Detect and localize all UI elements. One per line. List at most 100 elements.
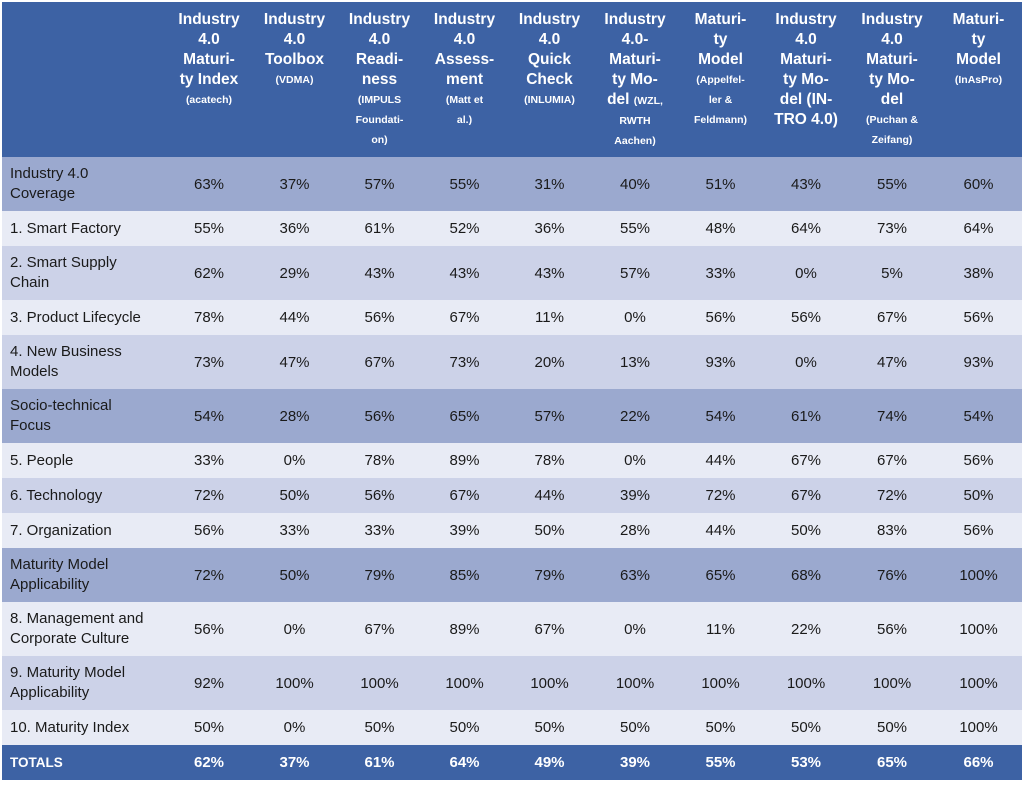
column-header-title-line: Industry bbox=[775, 11, 837, 28]
column-header-source-line: Aachen) bbox=[614, 135, 656, 147]
column-header-source-line: ler & bbox=[708, 94, 733, 106]
value-cell: 68% bbox=[763, 548, 849, 602]
column-header-source-line: (Matt et bbox=[445, 94, 484, 106]
value-cell: 100% bbox=[592, 656, 678, 710]
row-label: 2. Smart Supply Chain bbox=[2, 246, 166, 300]
column-header-title-line: 4.0 bbox=[198, 31, 220, 48]
value-cell: 38% bbox=[935, 246, 1022, 300]
value-cell: 93% bbox=[678, 335, 763, 389]
value-cell: 39% bbox=[592, 478, 678, 513]
column-header-source-line: (VDMA) bbox=[275, 74, 314, 86]
table-row: 6. Technology 72% 50% 56% 67% 44% 39% 72% 67% 72%… bbox=[2, 478, 1022, 513]
category-row: Maturity Model Applicability 72% 50% 79% 85% 7… bbox=[2, 548, 1022, 602]
value-cell: 44% bbox=[507, 478, 592, 513]
column-header: Industry 4.0 Assess-ment (Matt et al.) bbox=[422, 2, 507, 157]
row-label-line: 3. Product Lifecycle bbox=[10, 308, 141, 326]
value-cell: 52% bbox=[422, 211, 507, 246]
value-cell: 67% bbox=[422, 300, 507, 335]
row-label-line: 6. Technology bbox=[10, 486, 103, 504]
column-header: Industry 4.0 Maturi-ty Mo-del (Puchan & Zeif… bbox=[849, 2, 935, 157]
column-header-title-line: Industry bbox=[604, 11, 666, 28]
row-label-line: Socio-technical bbox=[10, 397, 112, 414]
value-cell: 100% bbox=[507, 656, 592, 710]
value-cell: 0% bbox=[592, 602, 678, 656]
value-cell: 33% bbox=[252, 513, 337, 548]
value-cell: 78% bbox=[507, 443, 592, 478]
value-cell: 50% bbox=[592, 710, 678, 745]
value-cell: 0% bbox=[252, 710, 337, 745]
value-cell: 100% bbox=[935, 548, 1022, 602]
value-cell: 47% bbox=[252, 335, 337, 389]
value-cell: 62% bbox=[166, 745, 252, 780]
value-cell: 54% bbox=[166, 389, 252, 443]
value-cell: 72% bbox=[849, 478, 935, 513]
value-cell: 0% bbox=[763, 335, 849, 389]
table-row: 10. Maturity Index 50% 0% 50% 50% 50% 50% 50% 50… bbox=[2, 710, 1022, 745]
value-cell: 73% bbox=[849, 211, 935, 246]
value-cell: 50% bbox=[422, 710, 507, 745]
value-cell: 40% bbox=[592, 157, 678, 211]
value-cell: 54% bbox=[935, 389, 1022, 443]
row-label: 8. Management and Corporate Culture bbox=[2, 602, 166, 656]
value-cell: 57% bbox=[592, 246, 678, 300]
column-header-title-line: Toolbox bbox=[264, 51, 325, 68]
value-cell: 50% bbox=[507, 710, 592, 745]
table-body: Industry 4.0 Coverage 63% 37% 57% 55% 31% 40% 51… bbox=[2, 157, 1022, 780]
column-header-title-line: Maturi- bbox=[183, 51, 235, 68]
column-header-title-line: 4.0- bbox=[621, 31, 649, 48]
column-header-source-line: (acatech) bbox=[185, 94, 233, 106]
value-cell: 51% bbox=[678, 157, 763, 211]
value-cell: 64% bbox=[935, 211, 1022, 246]
value-cell: 72% bbox=[166, 548, 252, 602]
row-label-line: Corporate Culture bbox=[10, 630, 130, 647]
column-header-source-line: (Puchan & bbox=[866, 114, 918, 126]
value-cell: 67% bbox=[763, 443, 849, 478]
value-cell: 50% bbox=[507, 513, 592, 548]
row-label-line: Applicability bbox=[10, 684, 90, 701]
value-cell: 67% bbox=[422, 478, 507, 513]
row-label-line: 9. Maturity Model bbox=[10, 664, 126, 681]
category-row: Socio-technical Focus 54% 28% 56% 65% 57% 22% 54… bbox=[2, 389, 1022, 443]
value-cell: 56% bbox=[935, 513, 1022, 548]
value-cell: 11% bbox=[678, 602, 763, 656]
value-cell: 79% bbox=[507, 548, 592, 602]
category-row: Industry 4.0 Coverage 63% 37% 57% 55% 31% 40% 51… bbox=[2, 157, 1022, 211]
value-cell: 28% bbox=[592, 513, 678, 548]
column-header-title-line: Model bbox=[698, 51, 743, 68]
row-label: 3. Product Lifecycle bbox=[2, 300, 166, 335]
row-label-line: Models bbox=[10, 363, 59, 380]
row-label: TOTALS bbox=[2, 745, 166, 780]
value-cell: 67% bbox=[763, 478, 849, 513]
totals-row: TOTALS 62% 37% 61% 64% 49% 39% 55% 53% 65% 66% bbox=[2, 745, 1022, 780]
value-cell: 55% bbox=[678, 745, 763, 780]
row-label: 4. New Business Models bbox=[2, 335, 166, 389]
value-cell: 36% bbox=[252, 211, 337, 246]
column-header-source-line: Feldmann) bbox=[693, 114, 748, 126]
value-cell: 0% bbox=[592, 443, 678, 478]
column-header-title-line: ty Index bbox=[179, 71, 239, 88]
column-header: Maturi-ty Model (InAsPro) bbox=[935, 2, 1022, 157]
column-header-source-line: al.) bbox=[456, 114, 473, 126]
value-cell: 33% bbox=[166, 443, 252, 478]
value-cell: 50% bbox=[166, 710, 252, 745]
value-cell: 50% bbox=[849, 710, 935, 745]
value-cell: 74% bbox=[849, 389, 935, 443]
value-cell: 72% bbox=[166, 478, 252, 513]
column-header-title-line: ness bbox=[361, 71, 398, 88]
value-cell: 50% bbox=[935, 478, 1022, 513]
value-cell: 55% bbox=[592, 211, 678, 246]
value-cell: 100% bbox=[849, 656, 935, 710]
value-cell: 55% bbox=[422, 157, 507, 211]
value-cell: 0% bbox=[252, 443, 337, 478]
value-cell: 67% bbox=[849, 443, 935, 478]
value-cell: 100% bbox=[252, 656, 337, 710]
value-cell: 57% bbox=[337, 157, 422, 211]
value-cell: 50% bbox=[252, 478, 337, 513]
value-cell: 78% bbox=[166, 300, 252, 335]
column-header-source-line: Foundati- bbox=[355, 114, 404, 126]
column-header-title-line: Maturi- bbox=[952, 11, 1005, 28]
value-cell: 56% bbox=[337, 478, 422, 513]
column-header-title-line: 4.0 bbox=[795, 31, 817, 48]
